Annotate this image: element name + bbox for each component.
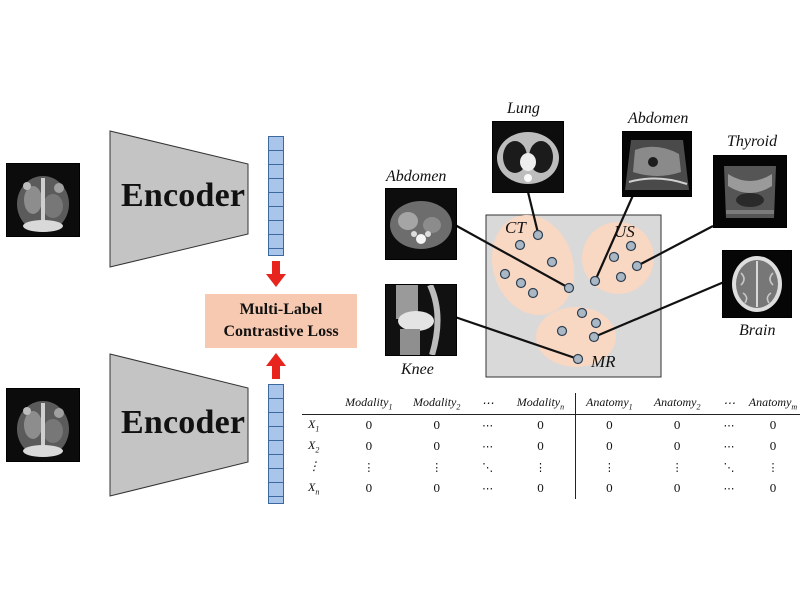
matrix-corner: [302, 393, 334, 415]
organ-label-lung: Lung: [507, 100, 540, 117]
arrow-up-icon: [266, 353, 286, 379]
us-points: [589, 240, 643, 287]
abdomen-ct-image: [385, 188, 457, 260]
matrix-header: Modalityn: [505, 393, 576, 415]
brain-mr-image: [722, 250, 792, 318]
ct-points: [499, 229, 575, 299]
encoder-bottom-shape: [109, 353, 249, 497]
label-us: US: [614, 222, 635, 241]
matrix-header: Anatomy1: [575, 393, 643, 415]
input-ct-image-top: [6, 163, 80, 237]
loss-line-1: Multi-Label: [239, 301, 323, 318]
thyroid-us-image: [713, 155, 787, 228]
abdomen-us-image: [622, 131, 692, 197]
matrix-row: X1 0 0 ⋯ 0 0 0 ⋯ 0: [302, 414, 800, 436]
label-mr: MR: [591, 352, 616, 371]
lung-ct-image: [492, 121, 564, 193]
organ-label-abdomen-ct: Abdomen: [386, 168, 447, 185]
input-ct-image-bottom: [6, 388, 80, 462]
label-ct: CT: [505, 218, 526, 237]
mr-points: [556, 307, 602, 365]
label-matrix: Modality1 Modality2 ⋯ Modalityn Anatomy1…: [302, 393, 800, 499]
organ-label-abdomen-us: Abdomen: [628, 110, 689, 127]
organ-label-thyroid: Thyroid: [727, 133, 778, 150]
organ-label-knee: Knee: [401, 361, 434, 378]
matrix-row: X2 0 0 ⋯ 0 0 0 ⋯ 0: [302, 436, 800, 457]
loss-line-2: Contrastive Loss: [223, 323, 339, 340]
arrow-down-icon: [266, 261, 286, 287]
encoder-top-shape: [109, 130, 249, 268]
feature-vector-bottom: [268, 384, 284, 504]
matrix-header: Anatomy2: [642, 393, 713, 415]
organ-label-brain: Brain: [739, 322, 776, 339]
matrix-header: Modality2: [403, 393, 470, 415]
matrix-header: ⋯: [469, 393, 506, 415]
knee-mr-image: [385, 284, 457, 356]
encoder-bottom-label: Encoder: [121, 404, 246, 441]
encoder-top-label: Encoder: [121, 177, 246, 214]
matrix-header: Modality1: [333, 393, 404, 415]
matrix-row: Xn 0 0 ⋯ 0 0 0 ⋯ 0: [302, 478, 800, 499]
connector-lines: [454, 191, 725, 361]
matrix-header: Anatomym: [745, 393, 800, 415]
feature-vector-top: [268, 136, 284, 256]
multi-label-contrastive-loss: Multi-Label Contrastive Loss: [205, 294, 357, 348]
matrix-row: ⋮ ⋮ ⋮ ⋱ ⋮ ⋮ ⋮ ⋱ ⋮: [302, 457, 800, 478]
cluster-ct: [491, 214, 575, 316]
matrix-header: ⋯: [712, 393, 746, 415]
